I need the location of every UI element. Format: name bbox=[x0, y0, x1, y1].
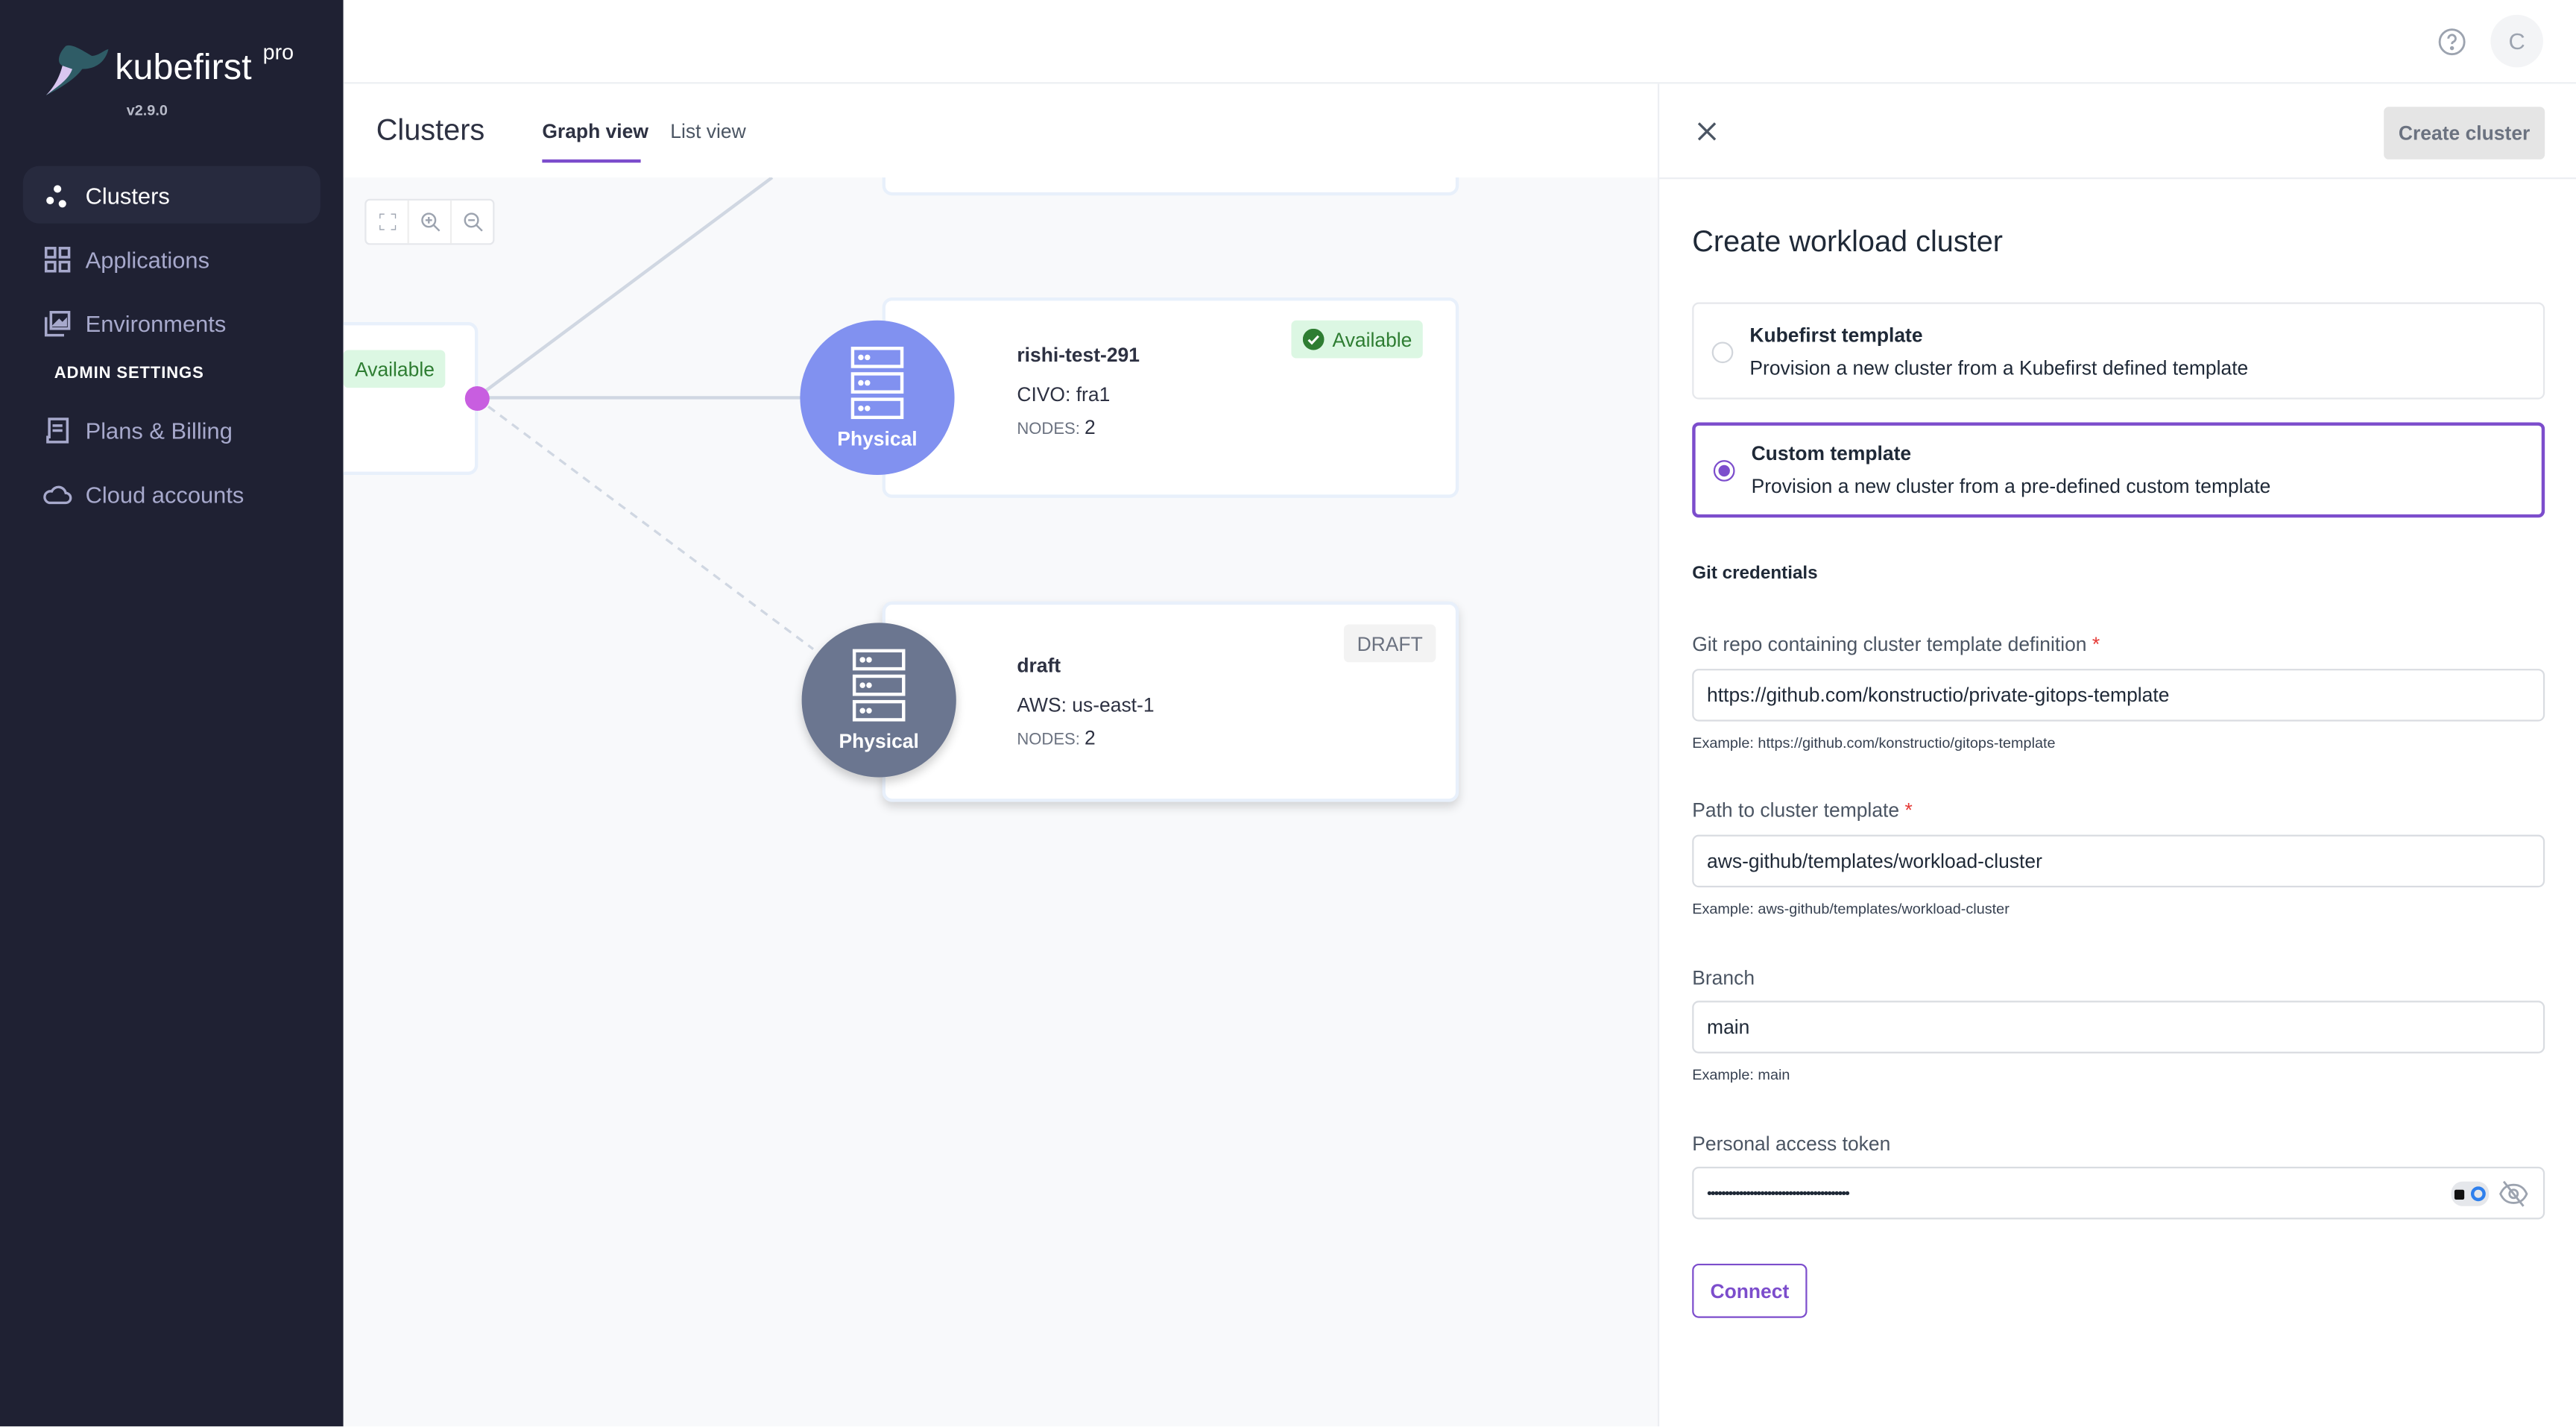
tab-graph-view[interactable]: Graph view bbox=[542, 119, 648, 143]
top-bar: C bbox=[343, 0, 2576, 84]
zoom-out-button[interactable] bbox=[452, 201, 493, 243]
create-cluster-button[interactable]: Create cluster bbox=[2384, 107, 2545, 160]
brand-tier: pro bbox=[262, 39, 294, 64]
zoom-out-icon bbox=[463, 212, 482, 232]
create-cluster-panel: Create cluster Create workload cluster K… bbox=[1657, 84, 2576, 1427]
option-custom-template[interactable]: Custom template Provision a new cluster … bbox=[1692, 422, 2545, 518]
active-tab-indicator bbox=[542, 159, 641, 163]
sidebar-item-label: Cloud accounts bbox=[85, 480, 244, 507]
divider bbox=[1659, 177, 2576, 180]
field-label: Git repo containing cluster template def… bbox=[1692, 633, 2100, 656]
server-icon bbox=[850, 347, 904, 420]
field-example: Example: https://github.com/konstructio/… bbox=[1692, 734, 2056, 752]
cluster-card-draft[interactable]: draft AWS: us-east-1 NODES: 2 DRAFT bbox=[882, 601, 1459, 802]
fit-view-button[interactable] bbox=[367, 200, 409, 244]
cloud-icon bbox=[43, 485, 72, 504]
radio-button-selected[interactable] bbox=[1713, 460, 1735, 482]
password-manager-icon[interactable] bbox=[2451, 1181, 2490, 1206]
tab-list-view[interactable]: List view bbox=[670, 119, 746, 143]
sidebar-item-applications[interactable]: Applications bbox=[23, 230, 321, 288]
access-token-input[interactable]: •••••••••••••••••••••••••••••••••••••••• bbox=[1692, 1166, 2545, 1220]
cluster-card-rishi-test-291[interactable]: rishi-test-291 CIVO: fra1 NODES: 2 Avail… bbox=[882, 297, 1459, 498]
edge-draft bbox=[476, 397, 815, 650]
cluster-name: draft bbox=[1017, 654, 1061, 678]
kubefirst-logo-icon bbox=[45, 45, 109, 95]
option-description: Provision a new cluster from a Kubefirst… bbox=[1749, 356, 2249, 380]
nodes-count: 2 bbox=[1084, 726, 1096, 750]
label-text: Git repo containing cluster template def… bbox=[1692, 632, 2087, 656]
admin-settings-heading: ADMIN SETTINGS bbox=[54, 365, 204, 383]
panel-title: Create workload cluster bbox=[1692, 224, 2004, 259]
field-label: Personal access token bbox=[1692, 1132, 1891, 1156]
connection-handle[interactable] bbox=[464, 385, 490, 412]
cluster-card[interactable] bbox=[882, 177, 1459, 196]
cluster-provider: AWS: us-east-1 bbox=[1017, 693, 1155, 716]
zoom-in-icon bbox=[420, 212, 440, 232]
fullscreen-icon bbox=[379, 213, 396, 230]
sidebar-item-label: Environments bbox=[85, 309, 227, 336]
cluster-provider: CIVO: fra1 bbox=[1017, 382, 1111, 406]
draft-badge: DRAFT bbox=[1343, 624, 1436, 663]
cluster-type-node[interactable]: Physical bbox=[801, 623, 956, 778]
status-badge: Available bbox=[343, 350, 446, 388]
edge bbox=[475, 177, 774, 400]
cluster-name: rishi-test-291 bbox=[1017, 343, 1140, 367]
git-repo-input[interactable]: https://github.com/konstructio/private-g… bbox=[1692, 669, 2545, 722]
field-label: Path to cluster template * bbox=[1692, 798, 1913, 822]
help-circle-icon[interactable] bbox=[2438, 28, 2466, 56]
sidebar-item-cloud-accounts[interactable]: Cloud accounts bbox=[23, 465, 321, 523]
zoom-controls bbox=[364, 198, 495, 245]
receipt-icon bbox=[46, 417, 69, 443]
page-title: Clusters bbox=[376, 113, 485, 147]
radio-button[interactable] bbox=[1711, 341, 1734, 364]
token-value: •••••••••••••••••••••••••••••••••••••••• bbox=[1707, 1185, 1850, 1202]
environments-icon bbox=[44, 309, 71, 336]
sidebar-item-label: Clusters bbox=[85, 181, 170, 208]
option-description: Provision a new cluster from a pre-defin… bbox=[1751, 474, 2271, 498]
section-heading: Git credentials bbox=[1692, 564, 1818, 584]
sidebar: kubefirst pro v2.9.0 Clusters Applicatio… bbox=[0, 0, 344, 1427]
sidebar-item-clusters[interactable]: Clusters bbox=[22, 166, 321, 224]
server-icon bbox=[852, 649, 906, 722]
cluster-type: Physical bbox=[837, 427, 918, 450]
status-text: Available bbox=[1332, 327, 1412, 351]
zoom-in-button[interactable] bbox=[409, 200, 452, 244]
branch-input[interactable]: main bbox=[1692, 1001, 2545, 1053]
nodes-label: NODES: bbox=[1017, 731, 1080, 750]
cluster-type-node[interactable]: Physical bbox=[800, 320, 955, 475]
nodes-count: 2 bbox=[1084, 415, 1096, 439]
graph-canvas[interactable]: Available rishi-test-291 CIVO: fra1 NODE… bbox=[343, 177, 1658, 1427]
required-marker: * bbox=[1904, 798, 1913, 822]
cluster-type: Physical bbox=[839, 729, 919, 753]
status-badge: Available bbox=[1291, 320, 1424, 359]
field-example: Example: aws-github/templates/workload-c… bbox=[1692, 900, 2010, 917]
sidebar-item-environments[interactable]: Environments bbox=[23, 294, 321, 352]
check-circle-icon bbox=[1302, 328, 1325, 350]
template-path-input[interactable]: aws-github/templates/workload-cluster bbox=[1692, 834, 2545, 888]
label-text: Path to cluster template bbox=[1692, 798, 1900, 822]
required-marker: * bbox=[2092, 632, 2100, 656]
sidebar-item-plans-billing[interactable]: Plans & Billing bbox=[23, 401, 321, 459]
avatar[interactable]: C bbox=[2490, 14, 2543, 68]
grid-icon bbox=[44, 245, 71, 272]
app-version: v2.9.0 bbox=[126, 101, 168, 119]
field-label: Branch bbox=[1692, 966, 1755, 989]
cluster-nodes: NODES: 2 bbox=[1017, 726, 1095, 749]
sidebar-item-label: Plans & Billing bbox=[85, 416, 233, 444]
connect-button[interactable]: Connect bbox=[1692, 1263, 1808, 1318]
brand-name: kubefirst bbox=[115, 45, 252, 87]
close-icon[interactable] bbox=[1697, 122, 1717, 141]
graph-edges bbox=[475, 177, 815, 650]
parent-cluster-card[interactable]: Available bbox=[343, 322, 479, 475]
sidebar-item-label: Applications bbox=[85, 245, 210, 272]
clusters-icon bbox=[46, 184, 66, 207]
option-title: Custom template bbox=[1751, 441, 1912, 465]
option-kubefirst-template[interactable]: Kubefirst template Provision a new clust… bbox=[1692, 302, 2545, 400]
nodes-label: NODES: bbox=[1017, 420, 1080, 439]
field-example: Example: main bbox=[1692, 1066, 1790, 1083]
cluster-nodes: NODES: 2 bbox=[1017, 416, 1095, 439]
eye-off-icon[interactable] bbox=[2498, 1180, 2528, 1208]
page-header: Clusters Graph view List view bbox=[343, 84, 1658, 178]
option-title: Kubefirst template bbox=[1749, 324, 1923, 347]
